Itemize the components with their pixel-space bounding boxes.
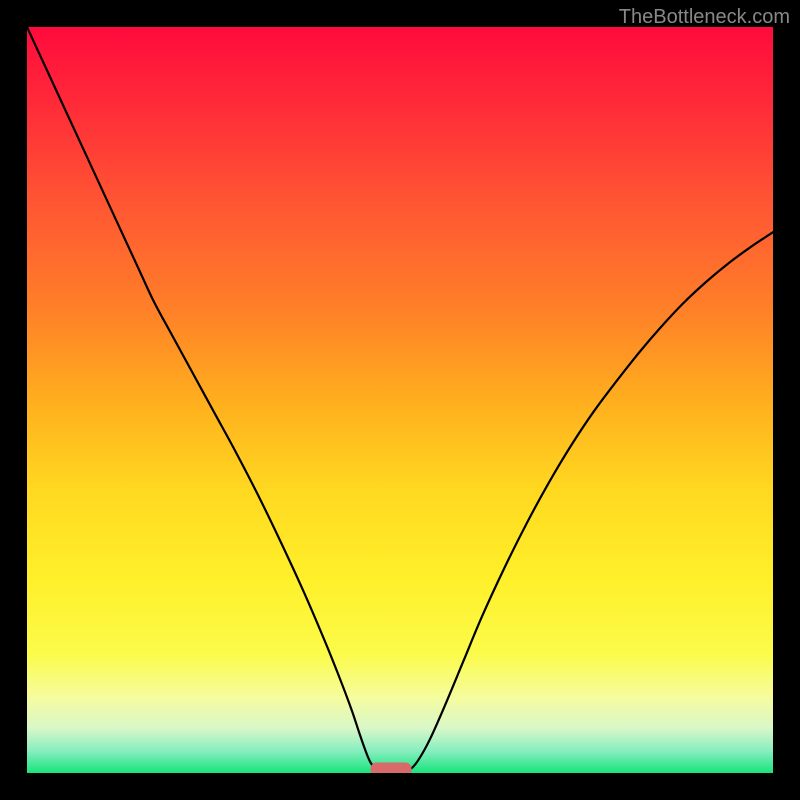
watermark-text: TheBottleneck.com — [619, 6, 790, 29]
bottleneck-chart — [27, 27, 773, 773]
optimal-marker — [371, 763, 412, 773]
chart-frame: { "meta": { "watermark": "TheBottleneck.… — [0, 0, 800, 800]
gradient-background — [27, 27, 773, 773]
